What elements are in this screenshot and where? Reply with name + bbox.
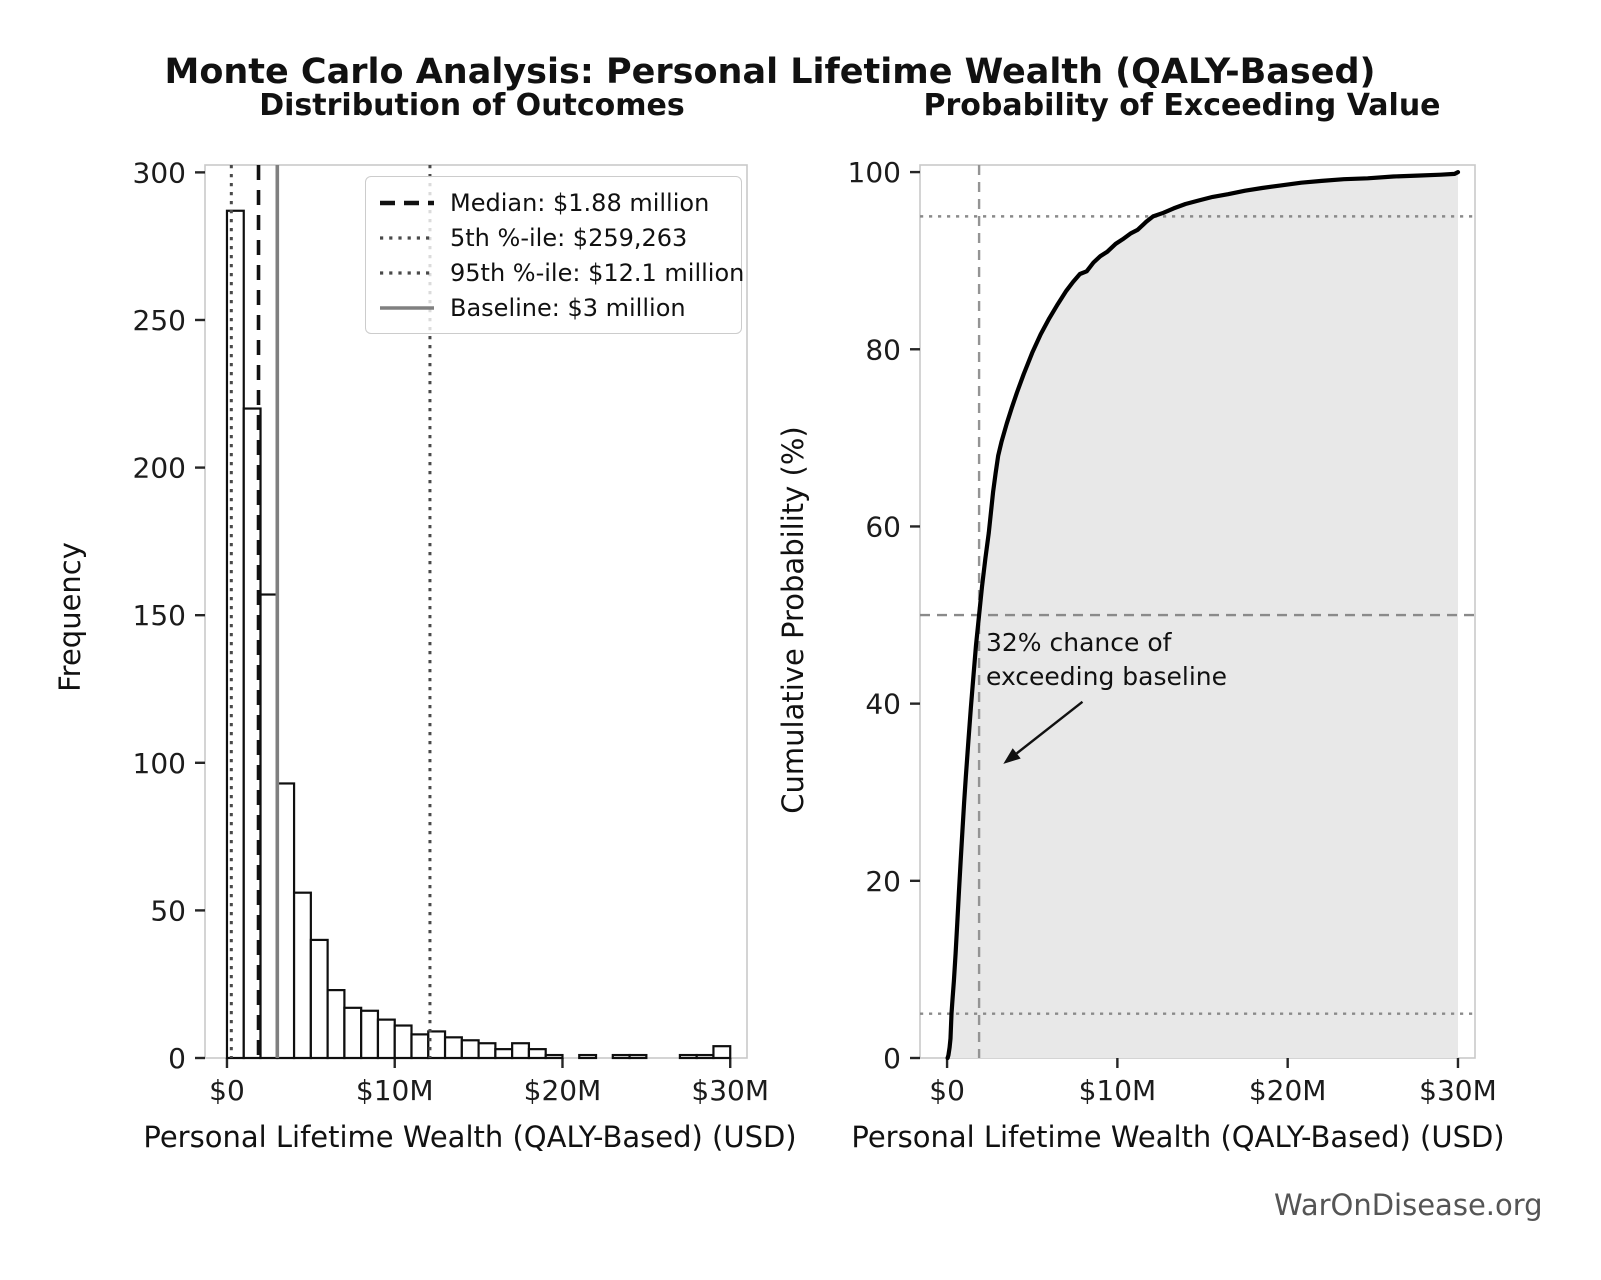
legend-label-pct5: 5th %-ile: $259,263 [450, 223, 688, 252]
histogram-title: Distribution of Outcomes [259, 88, 685, 123]
dashed-line-sample-icon [380, 200, 434, 205]
cdf-title: Probability of Exceeding Value [923, 88, 1441, 123]
svg-text:$20M: $20M [524, 1074, 602, 1107]
annotation-line-2: exceeding baseline [986, 662, 1227, 691]
cdf-panel: $0 $10M $20M $30M 0 20 40 60 80 100 [848, 156, 1497, 1107]
legend-item-pct5: 5th %-ile: $259,263 [378, 220, 729, 255]
svg-text:20: 20 [865, 865, 901, 898]
svg-text:0: 0 [168, 1042, 186, 1075]
legend-label-median: Median: $1.88 million [450, 188, 710, 217]
svg-text:0: 0 [883, 1042, 901, 1075]
svg-text:$0: $0 [929, 1074, 965, 1107]
histogram-xlabel: Personal Lifetime Wealth (QALY-Based) (U… [143, 1120, 797, 1154]
cdf-xlabel: Personal Lifetime Wealth (QALY-Based) (U… [851, 1120, 1505, 1154]
main-title: Monte Carlo Analysis: Personal Lifetime … [164, 52, 1376, 92]
svg-text:60: 60 [865, 510, 901, 543]
svg-text:200: 200 [133, 452, 186, 485]
svg-text:$0: $0 [209, 1074, 245, 1107]
svg-text:100: 100 [133, 747, 186, 780]
legend: Median: $1.88 million 5th %-ile: $259,26… [365, 176, 744, 334]
annotation-arrow [1015, 700, 1084, 755]
legend-item-median: Median: $1.88 million [378, 185, 729, 220]
dotted-line-sample-icon [380, 270, 434, 275]
legend-label-baseline: Baseline: $3 million [450, 293, 686, 322]
svg-text:300: 300 [133, 156, 186, 189]
svg-text:40: 40 [865, 688, 901, 721]
svg-text:$20M: $20M [1249, 1074, 1327, 1107]
svg-text:250: 250 [133, 304, 186, 337]
svg-text:50: 50 [150, 894, 186, 927]
svg-text:80: 80 [865, 333, 901, 366]
histogram-panel: $0 $10M $20M $30M 0 50 100 150 200 250 300 [133, 156, 769, 1107]
svg-text:150: 150 [133, 599, 186, 632]
annotation-arrowhead [1003, 748, 1021, 764]
annotation-line-1: 32% chance of [986, 628, 1172, 657]
legend-label-pct95: 95th %-ile: $12.1 million [450, 258, 745, 287]
svg-text:$30M: $30M [691, 1074, 769, 1107]
legend-item-pct95: 95th %-ile: $12.1 million [378, 255, 744, 290]
annotation-text: 32% chance of exceeding baseline [986, 626, 1227, 694]
histogram-ylabel: Frequency [53, 542, 87, 692]
svg-text:$30M: $30M [1419, 1074, 1497, 1107]
svg-text:$10M: $10M [1079, 1074, 1157, 1107]
dotted-line-sample-icon [380, 235, 434, 240]
svg-text:100: 100 [848, 156, 901, 189]
cdf-ylabel: Cumulative Probability (%) [776, 426, 810, 814]
watermark: WarOnDisease.org [1274, 1188, 1543, 1222]
solid-line-sample-icon [380, 305, 434, 310]
svg-text:$10M: $10M [356, 1074, 434, 1107]
legend-item-baseline: Baseline: $3 million [378, 290, 729, 325]
